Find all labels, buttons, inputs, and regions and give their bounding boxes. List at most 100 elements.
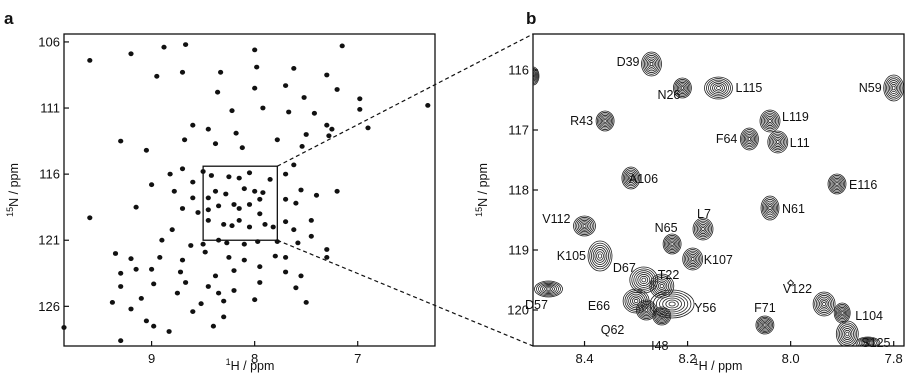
contour-peak-d39 (641, 51, 662, 77)
panel-a-peak (205, 207, 211, 213)
contour-peak-n26 (673, 77, 692, 99)
peak-label-v122: V122 (783, 282, 812, 296)
panel-a-peak (291, 227, 297, 233)
panel-a-peak (334, 87, 340, 92)
panel-a-peak (159, 237, 165, 243)
panel-a-peak (339, 43, 345, 49)
peak-label-k105: K105 (557, 249, 586, 263)
panel-a-peak (229, 108, 235, 114)
zoom-connector-bottom (277, 239, 534, 347)
peak-label-l7: L7 (697, 207, 711, 221)
panel-a-peak (190, 195, 196, 201)
peak-label-v112: V112 (542, 212, 570, 226)
contour-peak-l7 (692, 217, 714, 241)
panel-a-peak (224, 240, 230, 246)
panel-a-x-tick-label: 9 (148, 351, 155, 366)
panel-a-peak (133, 266, 139, 272)
panel-a-peak (128, 51, 134, 57)
panel-a-peak (299, 144, 305, 149)
panel-a-peak (257, 280, 263, 285)
panel-a-peak (291, 162, 297, 168)
panel-a-points (61, 42, 431, 344)
panel-a-peak (157, 255, 163, 260)
panel-a-x-axis-label-sup: 1 (226, 357, 231, 367)
panel-b-y-tick-label: 117 (508, 123, 529, 138)
panel-a-y-tick-label: 126 (38, 299, 60, 314)
panel-a-peak (167, 171, 173, 177)
panel-b-x-axis-label: 1H / ppm (694, 357, 743, 373)
contour-peak-v122 (812, 291, 836, 317)
panel-a-peak (267, 177, 273, 182)
panel-a-peak (233, 130, 239, 136)
panel-a-y-axis-label-text: N / ppm (7, 163, 21, 207)
panel-b-x-tick-label: 7.8 (885, 351, 903, 366)
panel-a-peak (260, 190, 266, 196)
peak-label-l104: L104 (855, 309, 883, 323)
panel-a-peak (257, 196, 263, 202)
panel-a-peak (179, 69, 186, 75)
panel-b-peak-labels: D39 N26 L115 N59 R43 L119 F64 L11 A106 E116 N61 L7 V… (525, 55, 891, 353)
panel-b-x-tick-label: 8.2 (679, 351, 697, 366)
contour-peak-v112 (573, 215, 596, 237)
panel-b-y-axis-label-sup: 15 (474, 207, 484, 217)
panel-a-peak (283, 196, 289, 202)
panel-a-peak (188, 243, 194, 248)
panel-a-peak (324, 255, 330, 260)
panel-a-y-axis-label: 15N / ppm (5, 163, 21, 217)
panel-a-peak (254, 64, 260, 70)
panel-b-x-axis-label-text: H / ppm (699, 359, 743, 373)
panel-a-peak (239, 145, 245, 151)
panel-a-peak (283, 269, 289, 275)
panel-a-peak (308, 233, 314, 239)
panel-a-peak (109, 300, 115, 305)
panel-a-peak (241, 257, 247, 263)
peak-label-n59: N59 (859, 81, 882, 95)
panel-a-peak (149, 182, 155, 188)
zoom-connector-lines (277, 33, 534, 347)
panel-a-peak (205, 218, 211, 223)
panel-a-peak (229, 223, 235, 229)
panel-a-peak (128, 306, 134, 312)
panel-a-label: a (4, 9, 14, 28)
panel-a-peak (308, 218, 314, 223)
panel-a-peak (298, 273, 304, 279)
panel-a-peak (118, 284, 124, 289)
panel-a-peak (161, 44, 167, 50)
panel-a-y-axis-label-sup: 15 (5, 207, 15, 217)
panel-a-peak (195, 210, 201, 215)
panel-a-peak (272, 253, 278, 259)
panel-b-y-axis-label: 15N / ppm (474, 163, 490, 217)
panel-a-peak (291, 66, 297, 71)
panel-a-peak (212, 273, 219, 279)
peak-label-f64: F64 (716, 132, 738, 146)
contour-peak-l104 (833, 302, 851, 324)
panel-a-peak (324, 247, 330, 252)
panel-b-y-axis-label-text: N / ppm (476, 163, 490, 207)
contour-peak-d57 (534, 280, 563, 298)
contour-peak-n61 (760, 195, 780, 221)
panel-a-peak (190, 309, 196, 314)
panel-a-peak (365, 125, 371, 131)
panel-a-peak (216, 290, 222, 296)
contour-peak-l11 (767, 130, 789, 154)
panel-a-peak (215, 89, 221, 95)
contour-peak-f64 (740, 127, 759, 151)
panel-a-peak (166, 329, 172, 334)
panel-a-peak (293, 200, 299, 206)
peak-label-k107: K107 (704, 253, 733, 267)
panel-a-peak (221, 222, 227, 227)
panel-b-x-axis-label-sup: 1 (694, 357, 699, 367)
panel-b-label: b (526, 9, 536, 28)
panel-a-peak (128, 256, 134, 262)
panel-a-peak (216, 203, 222, 209)
peak-label-d57: D57 (525, 298, 548, 312)
panel-a-peak (286, 109, 292, 115)
panel-a-peak (169, 227, 175, 233)
panel-a-peak (61, 325, 67, 330)
panel-a-peak (179, 206, 186, 211)
diamond-marker (787, 279, 795, 287)
peak-label-q62: Q62 (601, 323, 625, 337)
panel-a-peak (151, 281, 157, 287)
panel-b: b D39 N26 L115 N59 R43 L119 F64 L11 A106 E116 N61 L… (474, 9, 905, 373)
